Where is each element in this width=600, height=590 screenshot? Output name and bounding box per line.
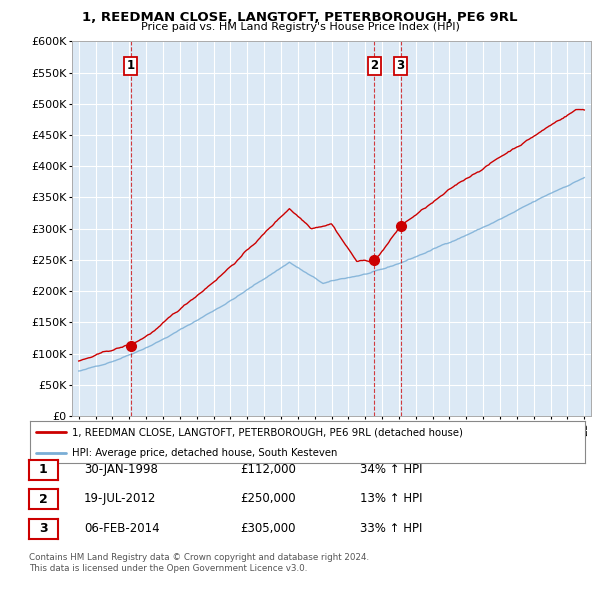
Text: £305,000: £305,000 bbox=[240, 522, 296, 535]
Text: 13% ↑ HPI: 13% ↑ HPI bbox=[360, 492, 422, 505]
Text: 19-JUL-2012: 19-JUL-2012 bbox=[84, 492, 157, 505]
Text: 1, REEDMAN CLOSE, LANGTOFT, PETERBOROUGH, PE6 9RL: 1, REEDMAN CLOSE, LANGTOFT, PETERBOROUGH… bbox=[82, 11, 518, 24]
Text: 3: 3 bbox=[39, 522, 47, 535]
Text: 2: 2 bbox=[370, 59, 379, 72]
Text: 06-FEB-2014: 06-FEB-2014 bbox=[84, 522, 160, 535]
Text: 1: 1 bbox=[127, 59, 135, 72]
Text: Contains HM Land Registry data © Crown copyright and database right 2024.: Contains HM Land Registry data © Crown c… bbox=[29, 553, 369, 562]
Text: Price paid vs. HM Land Registry's House Price Index (HPI): Price paid vs. HM Land Registry's House … bbox=[140, 22, 460, 32]
Text: 3: 3 bbox=[397, 59, 404, 72]
Text: This data is licensed under the Open Government Licence v3.0.: This data is licensed under the Open Gov… bbox=[29, 565, 307, 573]
Text: 1: 1 bbox=[39, 463, 47, 476]
Text: 34% ↑ HPI: 34% ↑ HPI bbox=[360, 463, 422, 476]
Text: 33% ↑ HPI: 33% ↑ HPI bbox=[360, 522, 422, 535]
Text: 1, REEDMAN CLOSE, LANGTOFT, PETERBOROUGH, PE6 9RL (detached house): 1, REEDMAN CLOSE, LANGTOFT, PETERBOROUGH… bbox=[71, 427, 463, 437]
Text: 2: 2 bbox=[39, 493, 47, 506]
Text: HPI: Average price, detached house, South Kesteven: HPI: Average price, detached house, Sout… bbox=[71, 448, 337, 457]
Text: 30-JAN-1998: 30-JAN-1998 bbox=[84, 463, 158, 476]
Text: £250,000: £250,000 bbox=[240, 492, 296, 505]
Text: £112,000: £112,000 bbox=[240, 463, 296, 476]
